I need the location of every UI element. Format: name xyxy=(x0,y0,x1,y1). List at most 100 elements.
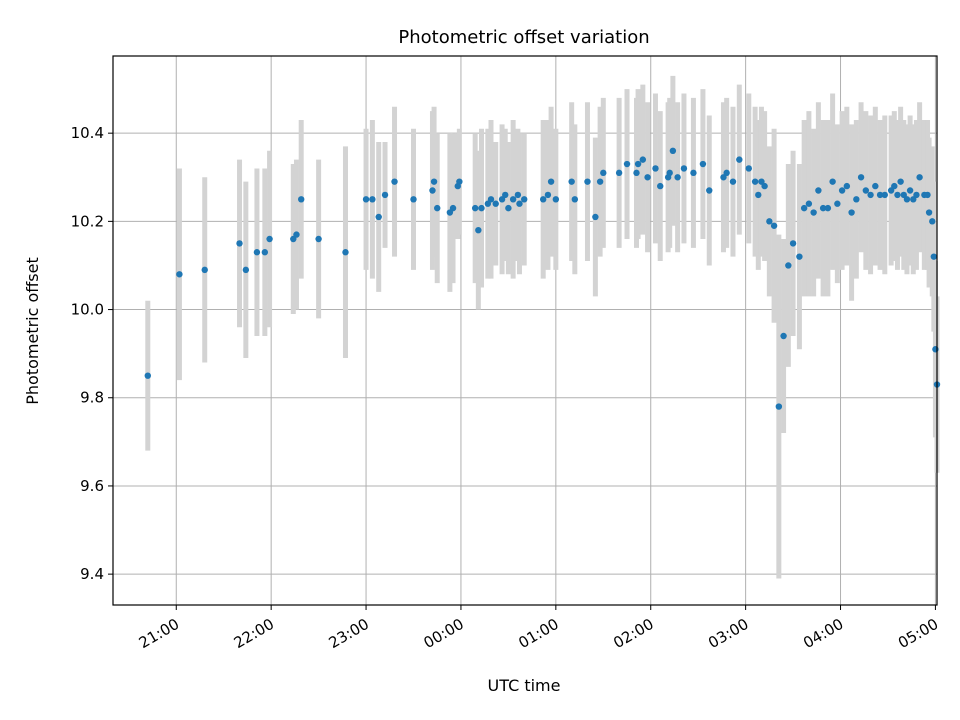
data-point xyxy=(761,182,768,190)
data-point xyxy=(891,182,898,190)
data-point xyxy=(596,178,604,185)
data-point xyxy=(751,178,759,185)
data-point xyxy=(369,196,376,203)
data-point xyxy=(505,204,512,212)
data-point xyxy=(253,249,261,256)
data-point xyxy=(623,160,631,168)
data-point xyxy=(780,332,787,340)
data-point xyxy=(293,231,300,238)
data-point xyxy=(666,169,673,177)
x-axis-title: UTC time xyxy=(488,676,561,695)
data-point xyxy=(819,204,827,212)
data-point xyxy=(824,204,832,212)
data-point xyxy=(478,204,485,212)
y-tick-label: 9.4 xyxy=(80,565,104,583)
data-points xyxy=(144,147,941,410)
chart-title: Photometric offset variation xyxy=(398,27,649,48)
data-point xyxy=(903,196,911,203)
data-point xyxy=(456,178,463,185)
data-point xyxy=(848,209,855,216)
data-point xyxy=(539,196,547,203)
data-point xyxy=(381,191,389,199)
data-point xyxy=(805,200,813,207)
data-point xyxy=(785,262,792,269)
data-point xyxy=(894,191,901,199)
data-point xyxy=(857,174,865,181)
data-point xyxy=(362,196,370,203)
data-point xyxy=(509,196,517,203)
data-point xyxy=(144,372,151,379)
data-point xyxy=(552,196,560,203)
y-tick-label: 9.6 xyxy=(80,477,104,495)
data-point xyxy=(449,204,457,212)
data-point xyxy=(487,196,495,203)
data-point xyxy=(600,169,607,177)
data-point xyxy=(924,191,931,199)
y-tick-label: 10.2 xyxy=(71,212,104,230)
data-point xyxy=(796,253,803,260)
data-point xyxy=(492,200,499,207)
data-point xyxy=(925,209,933,216)
data-point xyxy=(584,178,591,185)
data-point xyxy=(391,178,398,185)
data-point xyxy=(498,196,506,203)
data-point xyxy=(657,182,664,190)
data-point xyxy=(521,196,528,203)
data-point xyxy=(634,160,642,168)
data-point xyxy=(410,196,417,203)
data-point xyxy=(471,204,479,212)
data-point xyxy=(862,187,870,194)
data-point xyxy=(633,169,640,177)
data-point xyxy=(853,196,860,203)
y-tick-label: 10.0 xyxy=(71,301,104,319)
data-point xyxy=(932,346,939,353)
data-point xyxy=(815,187,822,194)
y-axis-title: Photometric offset xyxy=(23,257,42,405)
data-point xyxy=(615,169,623,177)
data-point xyxy=(446,209,454,216)
data-point xyxy=(674,174,681,181)
data-point xyxy=(298,196,305,203)
data-point xyxy=(290,235,297,243)
data-point xyxy=(887,187,895,194)
data-point xyxy=(897,178,904,185)
data-point xyxy=(592,213,599,221)
data-point xyxy=(834,200,841,207)
data-point xyxy=(881,191,889,199)
data-point xyxy=(514,191,522,199)
data-point xyxy=(375,213,382,221)
data-point xyxy=(266,235,273,243)
data-point xyxy=(910,196,917,203)
data-point xyxy=(876,191,884,199)
data-point xyxy=(720,174,727,181)
data-point xyxy=(669,147,677,155)
data-point xyxy=(706,187,713,194)
data-point xyxy=(723,169,730,177)
y-axis-ticks: 9.4 9.6 9.8 10.0 10.2 10.4 xyxy=(71,124,113,583)
data-point xyxy=(745,165,752,172)
data-point xyxy=(900,191,907,199)
data-point xyxy=(475,226,482,234)
data-point xyxy=(913,191,920,199)
data-point xyxy=(315,235,322,243)
data-point xyxy=(484,200,492,207)
data-point xyxy=(872,182,879,190)
data-point xyxy=(810,209,817,216)
data-point xyxy=(652,165,659,172)
data-point xyxy=(906,187,914,194)
y-tick-label: 9.8 xyxy=(80,389,104,407)
data-point xyxy=(236,240,243,247)
data-point xyxy=(929,218,936,225)
data-point xyxy=(770,222,778,229)
data-point xyxy=(644,174,651,181)
data-point xyxy=(261,249,269,256)
data-point xyxy=(930,253,938,260)
data-point xyxy=(176,271,183,278)
data-point xyxy=(699,160,707,168)
data-point xyxy=(242,266,250,274)
data-point xyxy=(342,249,349,256)
data-point xyxy=(547,178,555,185)
data-point xyxy=(430,178,438,185)
data-point xyxy=(838,187,846,194)
data-point xyxy=(516,200,523,207)
